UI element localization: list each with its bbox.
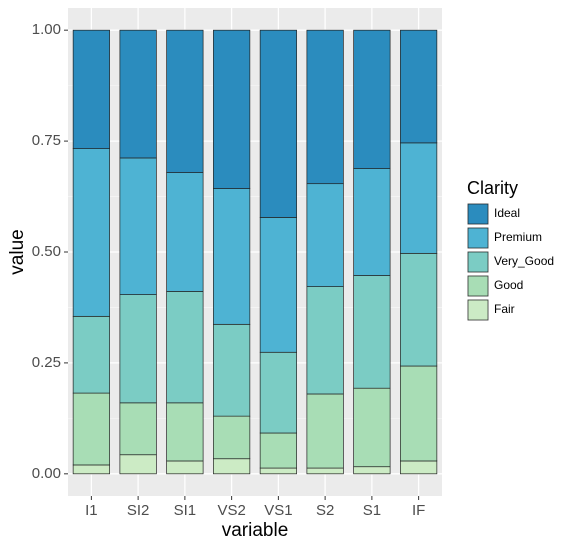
- bar-segment: [306, 29, 344, 185]
- bar-segment: [166, 460, 204, 475]
- bar-segment: [306, 393, 344, 469]
- y-tick-label: 0.75: [32, 132, 61, 149]
- bar-segment: [353, 168, 391, 276]
- bar-segment: [213, 29, 251, 189]
- x-tick-label: S2: [316, 502, 334, 519]
- bar-segment: [400, 29, 438, 144]
- bar-segment: [353, 387, 391, 468]
- bar-segment: [353, 275, 391, 389]
- bar-segment: [306, 183, 344, 287]
- x-tick-label: SI1: [174, 502, 197, 519]
- x-tick-label: VS2: [217, 502, 245, 519]
- bar-segment: [213, 188, 251, 325]
- bar-segment: [353, 29, 391, 169]
- bar-segment: [259, 351, 297, 434]
- legend-key: [467, 299, 489, 321]
- x-tick-label: S1: [363, 502, 381, 519]
- x-tick-label: SI2: [127, 502, 150, 519]
- bar-segment: [259, 432, 297, 469]
- y-tick-label: 0.00: [32, 465, 61, 482]
- legend-key: [467, 251, 489, 273]
- legend-label: Ideal: [494, 206, 520, 220]
- legend-label: Fair: [494, 302, 515, 316]
- bar-segment: [119, 157, 157, 295]
- legend-label: Very_Good: [494, 254, 554, 268]
- bar-segment: [166, 29, 204, 173]
- bar-segment: [213, 458, 251, 475]
- bar-segment: [259, 29, 297, 218]
- bar-segment: [166, 291, 204, 404]
- bar-segment: [353, 466, 391, 475]
- legend-key: [467, 203, 489, 225]
- bar-segment: [400, 365, 438, 462]
- legend-title: Clarity: [467, 178, 518, 198]
- x-tick-label: VS1: [264, 502, 292, 519]
- legend-label: Premium: [494, 230, 542, 244]
- bar-segment: [72, 29, 110, 149]
- x-axis-label: variable: [222, 520, 289, 541]
- bar-segment: [119, 454, 157, 475]
- legend-label: Good: [494, 278, 523, 292]
- x-tick-label: IF: [412, 502, 425, 519]
- bar-segment: [400, 460, 438, 475]
- y-axis-label: value: [7, 229, 28, 274]
- bar-segment: [119, 402, 157, 456]
- bar-segment: [213, 415, 251, 460]
- bar-segment: [72, 148, 110, 317]
- y-tick-label: 0.25: [32, 354, 61, 371]
- bar-segment: [400, 252, 438, 367]
- bar-segment: [306, 467, 344, 475]
- legend-key: [467, 275, 489, 297]
- bar-segment: [72, 392, 110, 466]
- legend-key: [467, 227, 489, 249]
- bar-segment: [166, 402, 204, 462]
- bar-segment: [306, 286, 344, 395]
- bar-segment: [119, 29, 157, 159]
- bar-segment: [72, 464, 110, 475]
- bar-segment: [259, 467, 297, 475]
- y-tick-label: 1.00: [32, 21, 61, 38]
- bar-segment: [213, 323, 251, 417]
- y-tick-label: 0.50: [32, 243, 61, 260]
- bar-segment: [166, 172, 204, 292]
- bar-segment: [400, 142, 438, 254]
- x-tick-label: I1: [85, 502, 98, 519]
- bar-segment: [259, 217, 297, 353]
- bar-segment: [72, 315, 110, 394]
- bar-segment: [119, 294, 157, 404]
